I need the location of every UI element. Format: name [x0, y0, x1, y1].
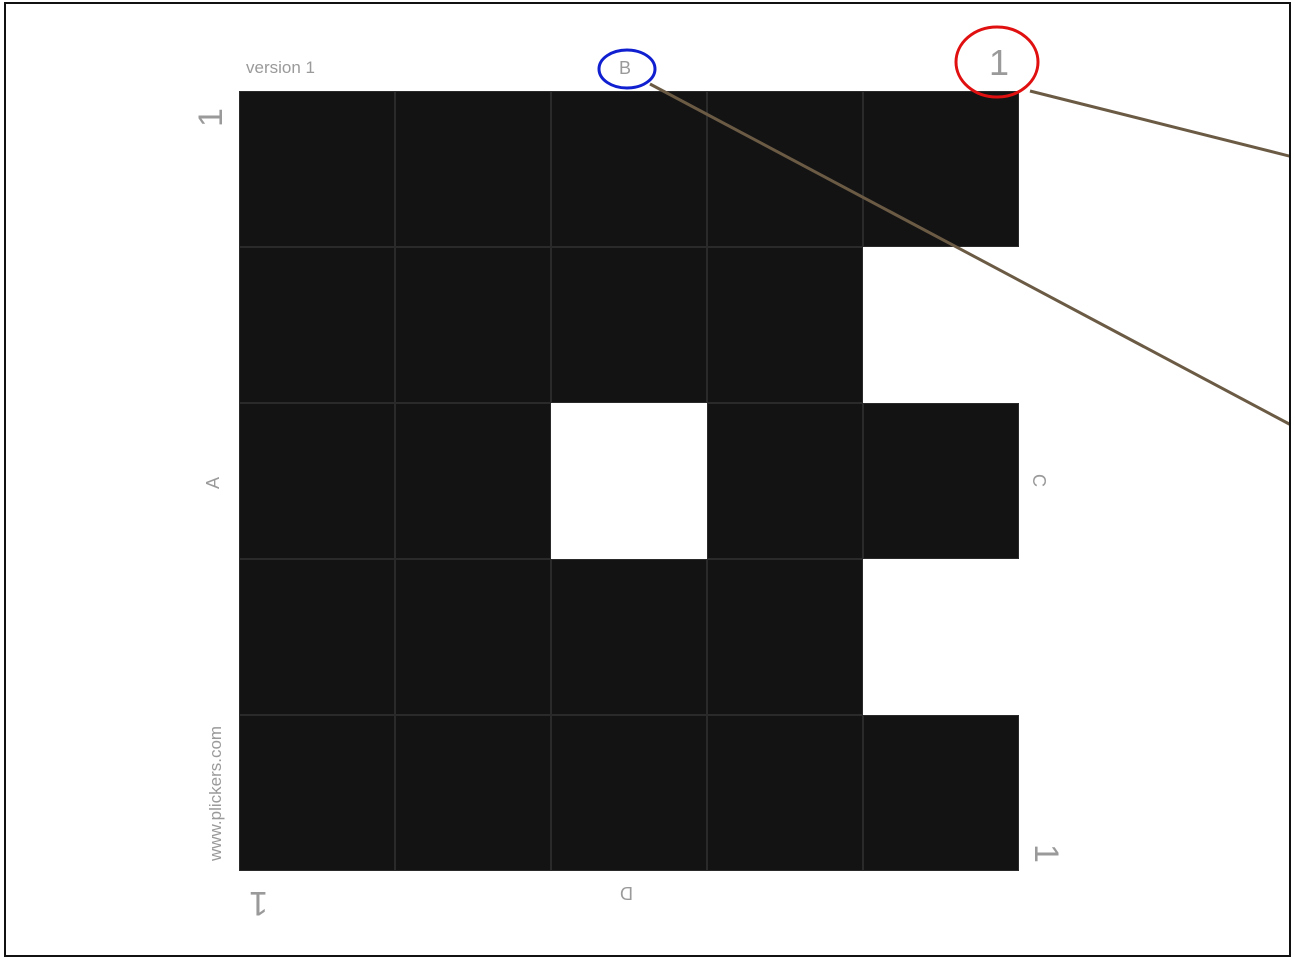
grid-cell-r3-c4: [707, 403, 863, 559]
grid-cell-r3-c2: [395, 403, 551, 559]
answer-letter-d: D: [620, 883, 633, 903]
grid-cell-r4-c5: [863, 559, 1019, 715]
answer-letter-a: A: [203, 476, 223, 489]
grid-cell-r2-c2: [395, 247, 551, 403]
version-label: version 1: [246, 58, 315, 77]
grid-cell-r4-c2: [395, 559, 551, 715]
grid-cell-r5-c1: [239, 715, 395, 871]
card-number-top-left: 1: [192, 108, 230, 127]
grid-cell-r4-c3: [551, 559, 707, 715]
answer-letter-b: B: [619, 58, 632, 78]
grid-cell-r5-c2: [395, 715, 551, 871]
grid-cell-r5-c3: [551, 715, 707, 871]
grid-cell-r3-c1: [239, 403, 395, 559]
grid-cell-r1-c4: [707, 91, 863, 247]
grid-cell-r4-c1: [239, 559, 395, 715]
grid-cell-r1-c2: [395, 91, 551, 247]
card-number-top-right: 1: [989, 42, 1010, 83]
grid-cell-r2-c1: [239, 247, 395, 403]
grid-cell-r1-c3: [551, 91, 707, 247]
grid-cell-r2-c3: [551, 247, 707, 403]
grid-cell-r2-c4: [707, 247, 863, 403]
grid-cell-r3-c5: [863, 403, 1019, 559]
grid-cell-r1-c1: [239, 91, 395, 247]
card-number-bottom-left: 1: [249, 884, 268, 922]
grid-cell-r4-c4: [707, 559, 863, 715]
grid-cell-r5-c5: [863, 715, 1019, 871]
website-label: www.plickers.com: [206, 725, 225, 861]
grid-cell-r1-c5: [863, 91, 1019, 247]
grid-cell-r5-c4: [707, 715, 863, 871]
card-grid: [239, 91, 1019, 871]
answer-letter-c: C: [1029, 474, 1049, 487]
pointer-line-number: [1029, 89, 1289, 158]
card-frame: version 1 B 1 1 A C D www.plickers.com 1…: [4, 2, 1291, 957]
card-number-bottom-right: 1: [1027, 844, 1065, 863]
grid-cell-r3-c3: [551, 403, 707, 559]
grid-cell-r2-c5: [863, 247, 1019, 403]
